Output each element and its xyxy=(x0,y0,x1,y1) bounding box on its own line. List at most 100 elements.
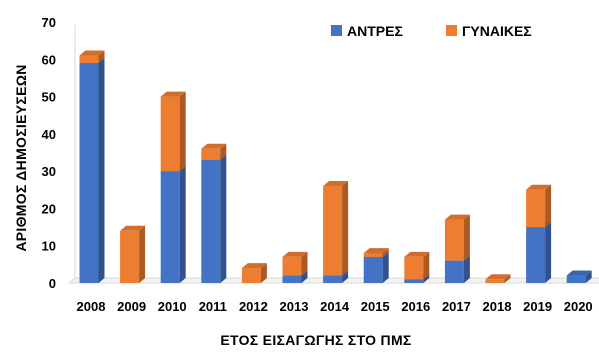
bar-front xyxy=(363,253,383,257)
x-tick-label: 2014 xyxy=(320,299,350,314)
bar-top xyxy=(120,225,146,231)
bar-segment xyxy=(201,154,227,283)
x-tick-label: 2020 xyxy=(564,299,593,314)
y-tick-label: 70 xyxy=(42,15,56,30)
bar-front xyxy=(201,159,221,283)
bar-segment xyxy=(526,184,552,228)
y-axis-title: ΑΡΙΘΜΟΣ ΔΗΜΟΣΙΕΥΣΕΩΝ xyxy=(13,64,29,251)
x-tick-label: 2008 xyxy=(77,299,106,314)
bar-front xyxy=(282,275,302,283)
legend: ΑΝΤΡΕΣ ΓΥΝΑΙΚΕΣ xyxy=(331,23,532,39)
bar-front xyxy=(79,55,99,64)
legend-label: ΑΝΤΡΕΣ xyxy=(347,23,403,39)
bar-segment xyxy=(444,214,470,261)
bar-side xyxy=(220,143,227,160)
bar-front xyxy=(241,268,261,283)
bar-front xyxy=(444,219,464,261)
bar-segment xyxy=(282,251,308,276)
bar-front xyxy=(323,186,343,276)
x-axis-title: ΕΤΟΣ ΕΙΣΑΓΩΓΗΣ ΣΤΟ ΠΜΣ xyxy=(220,332,411,348)
bar-side xyxy=(179,166,186,283)
bar-front xyxy=(363,256,383,283)
bar-top xyxy=(79,50,105,56)
bar-side xyxy=(382,251,389,283)
y-tick-label: 40 xyxy=(42,127,56,142)
bar-top xyxy=(444,214,470,220)
bar-front xyxy=(323,275,343,283)
bar-front xyxy=(404,279,424,283)
bar-segment xyxy=(79,58,105,284)
bar-top xyxy=(201,143,227,149)
bar-side xyxy=(463,255,470,283)
bar-front xyxy=(526,189,546,228)
bar-segment xyxy=(566,270,592,283)
bar-top xyxy=(566,270,592,276)
x-tick-label: 2017 xyxy=(442,299,471,314)
bar-side xyxy=(98,58,105,284)
bar-segment xyxy=(323,181,349,276)
legend-item: ΑΝΤΡΕΣ xyxy=(331,23,403,39)
bar-front xyxy=(404,256,424,280)
bar-side xyxy=(342,270,349,283)
x-tick-label: 2016 xyxy=(401,299,430,314)
bar-side xyxy=(545,184,552,228)
y-tick-label: 30 xyxy=(42,164,56,179)
legend-swatch xyxy=(446,25,457,36)
bar-front xyxy=(120,230,140,283)
bar-top xyxy=(485,274,511,280)
x-tick-label: 2013 xyxy=(280,299,309,314)
bar-side xyxy=(382,248,389,257)
x-tick-label: 2015 xyxy=(361,299,390,314)
x-tick-label: 2018 xyxy=(483,299,512,314)
bar-side xyxy=(585,270,592,283)
bar-top xyxy=(241,263,267,269)
bar-top xyxy=(282,251,308,257)
bar-side xyxy=(463,214,470,261)
bar-front xyxy=(566,275,586,283)
bar-side xyxy=(423,251,430,280)
bar-top xyxy=(363,248,389,254)
bar-segment xyxy=(363,248,389,257)
bar-front xyxy=(444,260,464,283)
x-tick-label: 2009 xyxy=(117,299,146,314)
bar-top xyxy=(323,181,349,187)
y-tick-label: 60 xyxy=(42,52,56,67)
legend-item: ΓΥΝΑΙΚΕΣ xyxy=(446,23,532,39)
bar-side xyxy=(98,50,105,64)
y-axis-ticks: 0 10 20 30 40 50 60 70 xyxy=(42,15,56,291)
bar-segment xyxy=(160,91,186,172)
bar-side xyxy=(260,263,267,283)
bar-side xyxy=(301,251,308,276)
legend-swatch xyxy=(331,25,342,36)
y-tick-label: 0 xyxy=(49,276,56,291)
y-tick-label: 10 xyxy=(42,239,56,254)
bar-segment xyxy=(404,251,430,280)
x-tick-label: 2019 xyxy=(523,299,552,314)
x-tick-label: 2010 xyxy=(158,299,187,314)
bar-top xyxy=(160,91,186,97)
bar-front xyxy=(201,148,221,160)
bar-segment xyxy=(485,274,511,283)
bar-side xyxy=(179,91,186,172)
bar-top xyxy=(404,251,430,257)
bar-segment xyxy=(79,50,105,64)
bar-front xyxy=(485,279,505,283)
y-tick-label: 50 xyxy=(42,90,56,105)
bar-segment xyxy=(120,225,146,283)
bar-side xyxy=(301,270,308,283)
x-tick-label: 2011 xyxy=(199,299,227,314)
chart-bars xyxy=(79,50,592,284)
bar-side xyxy=(220,154,227,283)
bar-side xyxy=(139,225,146,283)
bar-front xyxy=(526,227,546,283)
bar-front xyxy=(160,96,180,172)
bar-segment xyxy=(241,263,267,283)
legend-label: ΓΥΝΑΙΚΕΣ xyxy=(462,23,532,39)
bar-segment xyxy=(201,143,227,160)
bar-segment xyxy=(160,166,186,283)
bar-segment xyxy=(526,222,552,283)
bar-side xyxy=(504,274,511,283)
bar-front xyxy=(282,256,302,276)
x-axis-ticks: 2008 2009 2010 2011 2012 2013 2014 2015 2016 2017… xyxy=(77,299,593,314)
